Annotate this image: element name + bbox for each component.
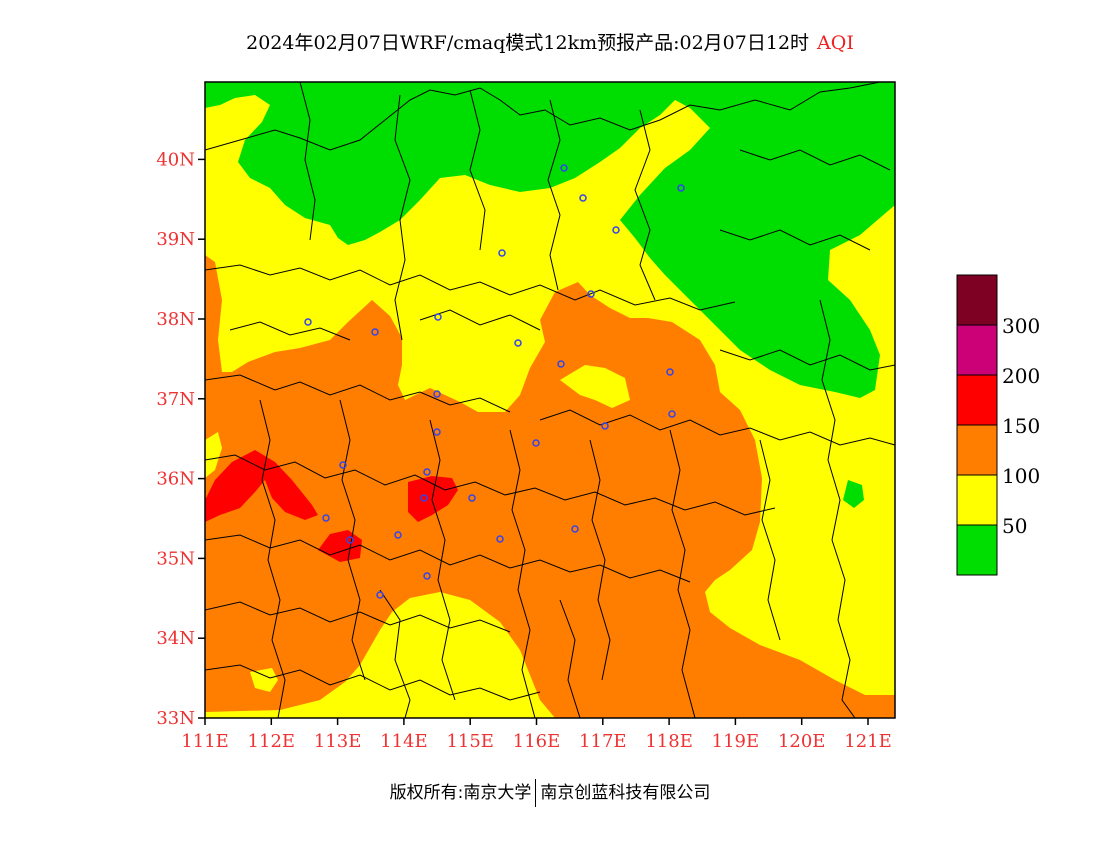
admin-boundaries	[205, 82, 895, 718]
footer-company: 南京创蓝科技有限公司	[540, 783, 711, 803]
lat-tick-label: 38N	[156, 309, 195, 330]
lon-tick-label: 112E	[248, 731, 296, 752]
lat-tick-label: 37N	[156, 389, 195, 410]
aqi-field	[205, 82, 895, 718]
aqi-zone-orange-main	[205, 255, 895, 718]
legend-swatch	[956, 324, 998, 376]
lon-tick-label: 113E	[314, 731, 362, 752]
lon-tick-label: 115E	[446, 731, 494, 752]
lon-tick-label: 121E	[844, 731, 892, 752]
map-frame	[204, 81, 896, 719]
lon-tick-label: 114E	[380, 731, 428, 752]
lon-tick-label: 118E	[645, 731, 693, 752]
aqi-zone-green-east	[843, 480, 864, 508]
legend-label: 100	[1002, 464, 1040, 488]
legend-swatch	[956, 274, 998, 326]
lon-axis: 111E 112E 113E 114E 115E 116E 117E 118E 119E 120E…	[181, 718, 892, 752]
lat-tick-label: 40N	[156, 149, 195, 170]
lon-tick-label: 120E	[778, 731, 826, 752]
lon-tick-label: 111E	[181, 731, 229, 752]
legend-label: 200	[1002, 364, 1040, 388]
title-variable: AQI	[817, 32, 854, 54]
aqi-zone-red-west	[205, 450, 318, 522]
footer-copyright: 版权所有:南京大学	[389, 783, 532, 803]
aqi-legend: 50 100 150 200 300	[956, 274, 1040, 576]
legend-swatch	[956, 474, 998, 526]
legend-label: 50	[1002, 514, 1027, 538]
legend-label: 150	[1002, 414, 1040, 438]
lat-tick-label: 36N	[156, 469, 195, 490]
legend-swatch	[956, 524, 998, 576]
lon-tick-label: 117E	[579, 731, 627, 752]
lat-tick-label: 39N	[156, 229, 195, 250]
aqi-zone-yellow-inner-1	[560, 365, 630, 408]
lat-axis: 33N 34N 35N 36N 37N 38N 39N 40N	[156, 149, 205, 729]
title-main: 2024年02月07日WRF/cmaq模式12km预报产品:02月07日12时	[246, 32, 810, 54]
footer: 版权所有:南京大学 南京创蓝科技有限公司	[0, 778, 1100, 807]
footer-divider	[535, 779, 537, 807]
lon-tick-label: 116E	[513, 731, 561, 752]
lat-tick-label: 33N	[156, 708, 195, 729]
lat-tick-label: 34N	[156, 628, 195, 649]
aqi-zone-red-center	[408, 476, 458, 522]
aqi-zone-yellow-inner-2	[205, 432, 222, 478]
map-title: 2024年02月07日WRF/cmaq模式12km预报产品:02月07日12时 A…	[0, 28, 1100, 55]
lon-tick-label: 119E	[712, 731, 760, 752]
city-markers	[304, 164, 685, 599]
legend-swatch	[956, 374, 998, 426]
legend-swatch	[956, 424, 998, 476]
aqi-zone-green-north	[205, 82, 895, 398]
lat-tick-label: 35N	[156, 548, 195, 569]
legend-label: 300	[1002, 314, 1040, 338]
aqi-zone-yellow-inner-3	[250, 668, 278, 692]
